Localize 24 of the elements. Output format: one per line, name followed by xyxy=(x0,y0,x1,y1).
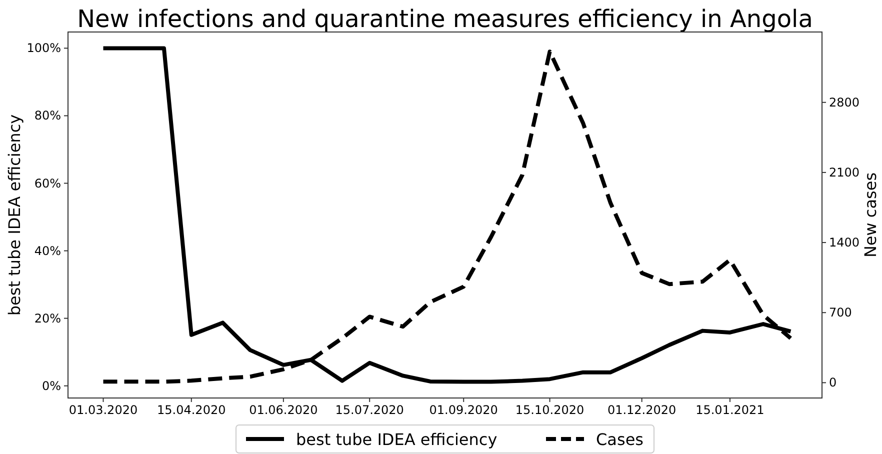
y-tick-label: 20% xyxy=(34,311,61,326)
legend-label: best tube IDEA efficiency xyxy=(296,430,498,449)
y-tick-label: 100% xyxy=(26,41,61,56)
x-tick-label: 15.01.2021 xyxy=(696,403,764,417)
y2-axis-title: New cases xyxy=(861,172,880,258)
x-tick-label: 01.12.2020 xyxy=(607,403,676,417)
legend-label: Cases xyxy=(596,430,644,449)
y-tick-label: 60% xyxy=(34,176,61,190)
x-tick-label: 15.04.2020 xyxy=(157,403,226,417)
x-tick-label: 01.06.2020 xyxy=(249,403,318,417)
y-tick-label: 40% xyxy=(34,244,61,258)
y2-tick-label: 2800 xyxy=(829,95,860,110)
x-tick-label: 01.03.2020 xyxy=(68,403,138,417)
y-axis-title: best tube IDEA efficiency xyxy=(5,114,24,316)
y-tick-label: 0% xyxy=(42,378,61,393)
y2-tick-label: 700 xyxy=(829,306,852,320)
chart-title: New infections and quarantine measures efficiency in Angola xyxy=(77,5,813,33)
x-tick-label: 01.09.2020 xyxy=(429,403,498,417)
y2-tick-label: 2100 xyxy=(829,165,860,180)
x-tick-label: 15.10.2020 xyxy=(515,403,584,417)
y2-tick-label: 1400 xyxy=(829,236,860,250)
y-tick-label: 80% xyxy=(34,108,61,123)
y2-tick-label: 0 xyxy=(829,376,837,390)
x-tick-label: 15.07.2020 xyxy=(335,403,404,417)
